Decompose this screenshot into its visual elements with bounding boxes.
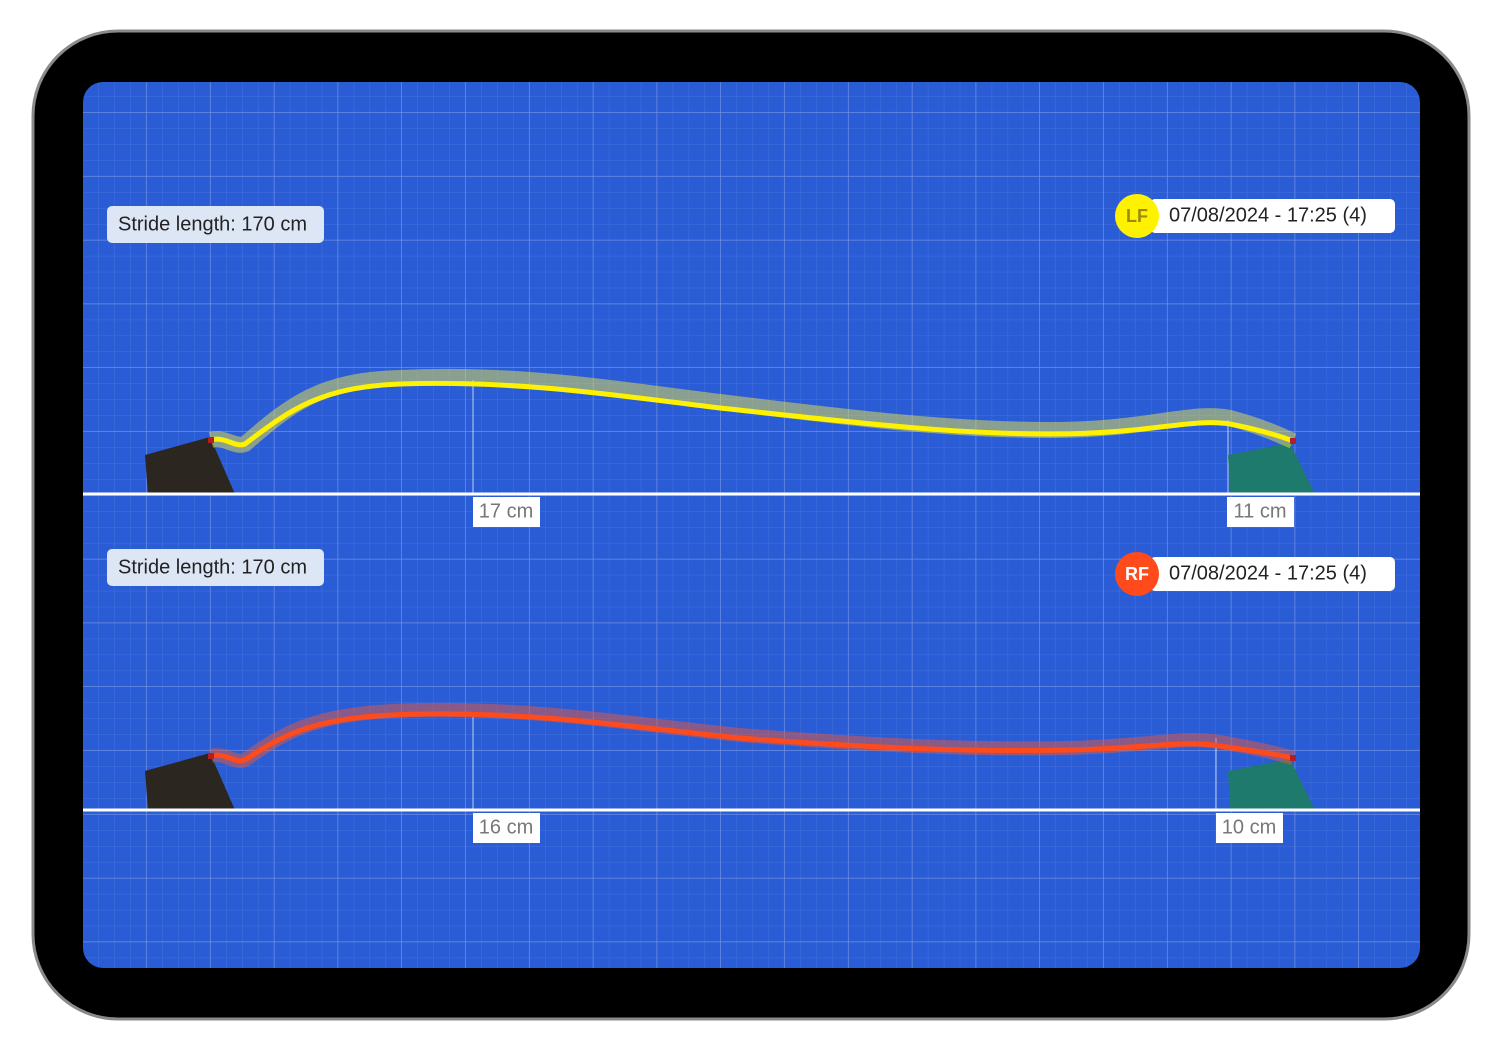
stride-box [107, 549, 324, 586]
date-box [1150, 557, 1395, 591]
badge-label: RF [1125, 564, 1149, 584]
panel-rf: Stride length: 170 cm 07/08/2024 - 17:25… [83, 549, 1420, 843]
timestamp: 07/08/2024 - 17:25 (4) [1169, 562, 1367, 584]
stride-label: Stride length: 170 cm [118, 556, 307, 578]
measure-label: 17 cm [479, 500, 533, 522]
hoof-start [145, 753, 235, 810]
measure-box [473, 813, 540, 843]
measure-box [1216, 813, 1283, 843]
badge-label: LF [1126, 206, 1148, 226]
measure-label: 11 cm [1234, 500, 1287, 522]
screen: Stride length: 170 cm 07/08/2024 - 17:25… [83, 82, 1420, 968]
measure-label: 10 cm [1222, 816, 1276, 838]
trajectory [210, 380, 1294, 448]
marker [208, 753, 214, 759]
hoof-end [1228, 759, 1315, 810]
measure-box [473, 497, 540, 527]
stride-label: Stride length: 170 cm [118, 213, 307, 235]
marker [1290, 438, 1296, 444]
hoof-end [1228, 443, 1315, 494]
trajectory-band [208, 368, 1297, 453]
marker [208, 437, 214, 443]
badge [1115, 552, 1159, 596]
panel-lf: Stride length: 170 cm 07/08/2024 - 17:25… [83, 194, 1420, 527]
date-box [1150, 199, 1395, 233]
hoof-start [145, 437, 235, 494]
trajectory [210, 711, 1294, 764]
stride-box [107, 206, 324, 243]
badge [1115, 194, 1159, 238]
timestamp: 07/08/2024 - 17:25 (4) [1169, 204, 1367, 226]
measure-label: 16 cm [479, 816, 533, 838]
measure-box [1227, 497, 1294, 527]
marker [1290, 755, 1296, 761]
